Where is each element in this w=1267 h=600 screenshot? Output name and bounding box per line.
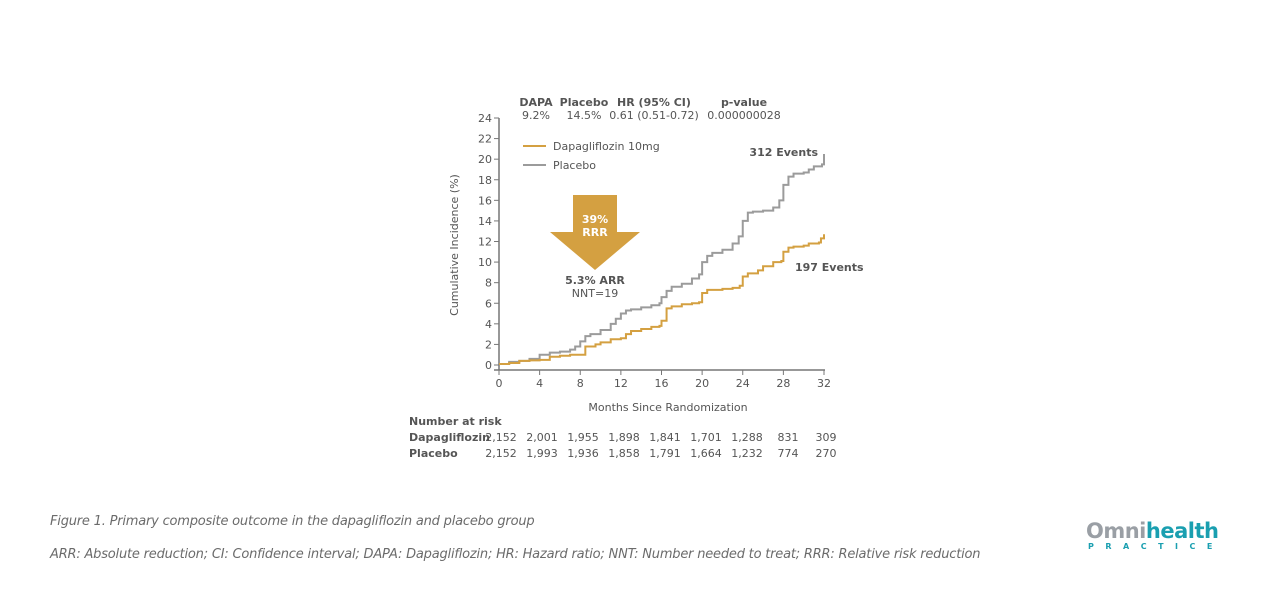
y-tick-label: 10 <box>478 256 492 269</box>
y-axis-label: Cumulative Incidence (%) <box>448 174 461 316</box>
abbreviations-caption: ARR: Absolute reduction; CI: Confidence … <box>50 547 981 562</box>
x-tick-label: 20 <box>695 377 709 390</box>
risk-cell: 2,152 <box>485 431 517 444</box>
risk-cell: 1,791 <box>649 447 681 460</box>
stats-value-pvalue: 0.000000028 <box>707 109 780 122</box>
x-tick-label: 8 <box>577 377 584 390</box>
logo-omni: Omni <box>1086 519 1146 543</box>
risk-cell: 1,664 <box>690 447 722 460</box>
risk-cell: 309 <box>816 431 837 444</box>
y-tick-label: 0 <box>485 359 492 372</box>
nnt-label: NNT=19 <box>572 287 618 300</box>
omnihealth-logo: Omnihealth PRACTICE <box>1086 520 1224 551</box>
x-tick-label: 12 <box>614 377 628 390</box>
number-at-risk-table: Number at risk Dapagliflozin Placebo 2,1… <box>409 415 837 460</box>
placebo-events-label: 312 Events <box>749 146 818 159</box>
risk-cell: 1,288 <box>731 431 763 444</box>
risk-cell: 1,841 <box>649 431 681 444</box>
y-tick-label: 16 <box>478 194 492 207</box>
rrr-label: RRR <box>582 226 608 239</box>
x-tick-label: 4 <box>536 377 543 390</box>
risk-cell: 1,898 <box>608 431 640 444</box>
y-tick-label: 18 <box>478 174 492 187</box>
risk-cell: 1,701 <box>690 431 722 444</box>
y-tick-label: 12 <box>478 236 492 249</box>
y-tick-label: 8 <box>485 277 492 290</box>
number-at-risk-title: Number at risk <box>409 415 502 428</box>
y-tick-label: 14 <box>478 215 492 228</box>
x-tick-label: 32 <box>817 377 831 390</box>
placebo-curve <box>499 154 825 365</box>
x-tick-label: 24 <box>736 377 750 390</box>
legend-label-placebo: Placebo <box>553 159 596 172</box>
axes <box>494 118 825 371</box>
rrr-arrow-annotation: 39% RRR 5.3% ARR NNT=19 <box>550 195 640 300</box>
stats-table: DAPA Placebo HR (95% CI) p-value 9.2% 14… <box>519 96 780 122</box>
risk-cell: 774 <box>778 447 799 460</box>
x-tick-label: 0 <box>496 377 503 390</box>
legend: Dapagliflozin 10mg Placebo <box>523 140 660 172</box>
logo-health: health <box>1145 519 1219 543</box>
arr-label: 5.3% ARR <box>565 274 625 287</box>
y-tick-label: 6 <box>485 297 492 310</box>
risk-cell: 1,232 <box>731 447 763 460</box>
figure-caption: Figure 1. Primary composite outcome in t… <box>50 514 535 529</box>
down-arrow-icon <box>550 195 640 270</box>
risk-cell: 1,936 <box>567 447 599 460</box>
risk-cell: 270 <box>816 447 837 460</box>
x-axis-label: Months Since Randomization <box>588 401 747 414</box>
x-tick-label: 28 <box>776 377 790 390</box>
dapagliflozin-curve <box>499 234 825 365</box>
risk-cell: 1,858 <box>608 447 640 460</box>
logo-practice: PRACTICE <box>1088 542 1224 551</box>
stats-value-dapa: 9.2% <box>522 109 550 122</box>
risk-cell: 2,001 <box>526 431 558 444</box>
stats-header-placebo: Placebo <box>560 96 609 109</box>
legend-label-dapagliflozin: Dapagliflozin 10mg <box>553 140 660 153</box>
stats-value-placebo: 14.5% <box>567 109 602 122</box>
risk-row-label-placebo: Placebo <box>409 447 458 460</box>
x-tick-label: 16 <box>655 377 669 390</box>
stats-header-pvalue: p-value <box>721 96 767 109</box>
y-tick-label: 4 <box>485 318 492 331</box>
dapagliflozin-events-label: 197 Events <box>795 261 864 274</box>
x-ticks: 0 4 8 12 16 20 24 28 32 <box>496 370 831 390</box>
stats-header-hr: HR (95% CI) <box>617 96 691 109</box>
stats-header-dapa: DAPA <box>519 96 553 109</box>
y-tick-label: 20 <box>478 153 492 166</box>
risk-cell: 831 <box>778 431 799 444</box>
rrr-percent: 39% <box>582 213 608 226</box>
risk-row-label-dapagliflozin: Dapagliflozin <box>409 431 490 444</box>
stats-value-hr: 0.61 (0.51-0.72) <box>609 109 699 122</box>
y-tick-label: 22 <box>478 133 492 146</box>
risk-cell: 1,993 <box>526 447 558 460</box>
risk-cell: 1,955 <box>567 431 599 444</box>
y-tick-label: 24 <box>478 112 492 125</box>
y-tick-label: 2 <box>485 338 492 351</box>
risk-cell: 2,152 <box>485 447 517 460</box>
